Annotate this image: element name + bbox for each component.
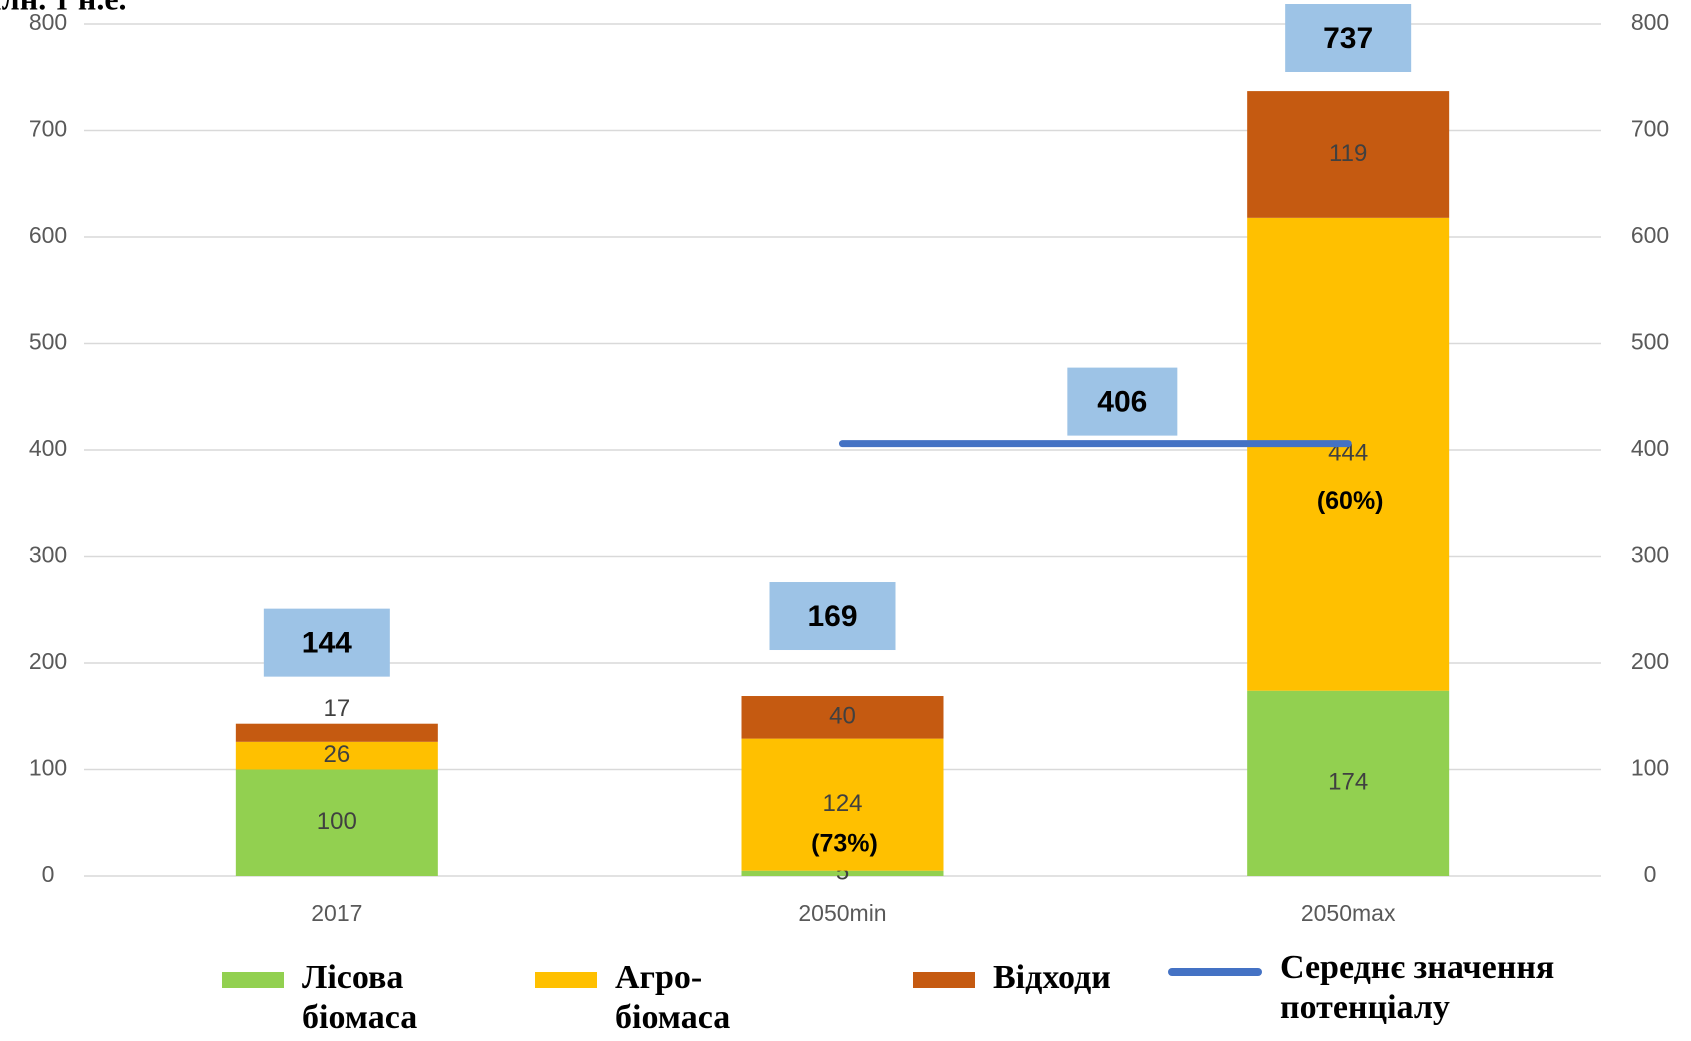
total-box [1285, 4, 1412, 72]
percent-label: (73%) [811, 829, 878, 857]
legend-label: Агро-біомаса [615, 959, 731, 1036]
y-axis-title: млн. т н.е. [0, 0, 127, 16]
y2-tick-label: 600 [1631, 222, 1669, 248]
data-label: 17 [323, 695, 350, 722]
y-tick-label: 300 [29, 542, 67, 568]
legend-label: Лісова біомаса [302, 959, 418, 1036]
legend-swatch [913, 972, 975, 988]
x-tick-label: 2050max [1301, 900, 1396, 926]
bar-segment [235, 769, 438, 876]
legend-swatch [535, 972, 597, 988]
total-box [769, 582, 896, 651]
y-tick-label: 200 [29, 648, 67, 674]
bar-segment [235, 741, 438, 770]
bar-segment [741, 870, 944, 876]
bar-segment [741, 696, 944, 739]
total-label: 144 [302, 627, 352, 660]
y-tick-label: 800 [29, 9, 67, 35]
legend-swatch [1168, 968, 1262, 976]
x-tick-label: 2017 [311, 900, 362, 926]
legend-swatch [222, 972, 284, 988]
data-label: 174 [1328, 769, 1368, 796]
legend-item: Відходи [913, 958, 1153, 998]
bar-segment [741, 738, 944, 871]
average-label: 406 [1097, 386, 1147, 419]
y2-tick-label: 200 [1631, 648, 1669, 674]
x-tick-label: 2050min [798, 900, 886, 926]
y2-tick-label: 700 [1631, 116, 1669, 142]
y2-tick-label: 100 [1631, 755, 1669, 781]
y2-tick-label: 300 [1631, 542, 1669, 568]
y2-tick-label: 400 [1631, 435, 1669, 461]
percent-label: (60%) [1317, 487, 1384, 515]
total-label: 169 [807, 600, 857, 633]
legend-item: Лісова біомаса [222, 958, 482, 1038]
legend-label: Відходи [993, 959, 1111, 996]
legend-label: Середнє значення потенціалу [1280, 949, 1555, 1026]
data-label: 40 [829, 703, 856, 730]
y-tick-label: 500 [29, 329, 67, 355]
total-label: 737 [1323, 22, 1373, 55]
bar-segment [1247, 91, 1450, 218]
legend-item: Середнє значення потенціалу [1168, 948, 1610, 1028]
data-label: 26 [323, 741, 350, 768]
y-tick-label: 400 [29, 435, 67, 461]
y-tick-label: 600 [29, 222, 67, 248]
total-box [263, 608, 390, 677]
y-tick-label: 0 [42, 861, 55, 887]
y2-tick-label: 800 [1631, 9, 1669, 35]
y-tick-label: 100 [29, 755, 67, 781]
y2-tick-label: 500 [1631, 329, 1669, 355]
data-label: 119 [1329, 140, 1367, 167]
bar-segment [235, 723, 438, 742]
data-label: 124 [822, 790, 862, 817]
data-label: 100 [317, 808, 357, 835]
y2-tick-label: 0 [1644, 861, 1657, 887]
legend-item: Агро-біомаса [535, 958, 765, 1038]
y-tick-label: 700 [29, 116, 67, 142]
bar-segment [1247, 690, 1450, 876]
bar-segment [1247, 217, 1450, 691]
average-box [1067, 367, 1178, 436]
